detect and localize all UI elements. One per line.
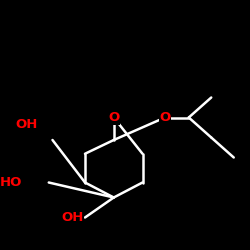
Text: OH: OH — [15, 118, 38, 132]
Text: O: O — [160, 111, 170, 124]
Text: OH: OH — [61, 211, 84, 224]
Text: HO: HO — [0, 176, 22, 189]
Text: O: O — [108, 111, 120, 124]
